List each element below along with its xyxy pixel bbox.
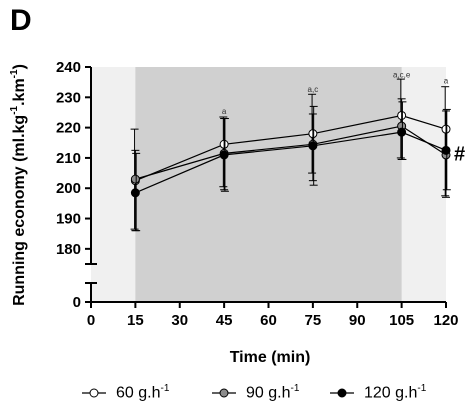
y-tick-label: 240 (56, 59, 81, 76)
annotation-label: a,c,e (393, 70, 411, 79)
legend-dot (219, 388, 229, 398)
y-tick-label: 0 (73, 294, 81, 311)
legend-label: 60 g.h-1 (116, 383, 170, 402)
data-point (308, 141, 318, 151)
x-tick-label: 45 (216, 312, 233, 329)
legend-item: 120 g.h-1 (328, 378, 426, 408)
annotations: a a,c a,c,e a # (222, 70, 465, 165)
legend-marker (330, 388, 354, 398)
y-tick-label: 200 (56, 180, 81, 197)
annotation-label: a (222, 107, 227, 116)
y-tick-label: 190 (56, 211, 81, 228)
data-point (441, 145, 451, 155)
time-bands (91, 67, 446, 302)
x-tick-label: 75 (305, 312, 322, 329)
x-axis-title: Time (min) (230, 349, 311, 366)
legend-dot (337, 388, 347, 398)
x-tick-label: 105 (389, 312, 414, 329)
y-tick-label: 210 (56, 150, 81, 167)
x-tick-label: 0 (87, 312, 95, 329)
x-tick-label: 15 (127, 312, 144, 329)
axes: 180 190 200 210 220 230 240 00 15 30 45 60 75 90 105 12… (56, 59, 459, 329)
x-tick-label: 30 (171, 312, 188, 329)
data-point (130, 174, 140, 184)
data-point (130, 188, 140, 198)
x-tick-label: 90 (349, 312, 366, 329)
y-tick-label: 180 (56, 241, 81, 258)
legend-item: 90 g.h-1 (210, 378, 299, 408)
data-point (397, 127, 407, 137)
legend-label: 90 g.h-1 (246, 383, 300, 402)
legend: 60 g.h-1 90 g.h-1 120 g.h-1 (0, 378, 469, 408)
annotation-label: a,c (308, 85, 319, 94)
series-group (130, 78, 451, 232)
legend-marker (82, 388, 106, 398)
shaded-interval (135, 67, 402, 302)
annotation-label: a (444, 76, 449, 85)
legend-marker (212, 388, 236, 398)
y-tick-label: 220 (56, 120, 81, 137)
panel-label: D (10, 4, 32, 37)
x-tick-label: 60 (260, 312, 277, 329)
y-axis-title: Running economy (ml.kg-1.km-1) (9, 64, 28, 306)
y-tick-label: 230 (56, 89, 81, 106)
running-economy-chart: 180 190 200 210 220 230 240 00 15 30 45 60 75 90 105 12… (9, 59, 465, 366)
legend-label: 120 g.h-1 (364, 383, 427, 402)
legend-item: 60 g.h-1 (80, 378, 169, 408)
significance-symbol: # (454, 143, 465, 165)
data-point (219, 150, 229, 160)
x-tick-label: 120 (433, 312, 458, 329)
series-black (130, 101, 451, 232)
legend-dot (89, 388, 99, 398)
